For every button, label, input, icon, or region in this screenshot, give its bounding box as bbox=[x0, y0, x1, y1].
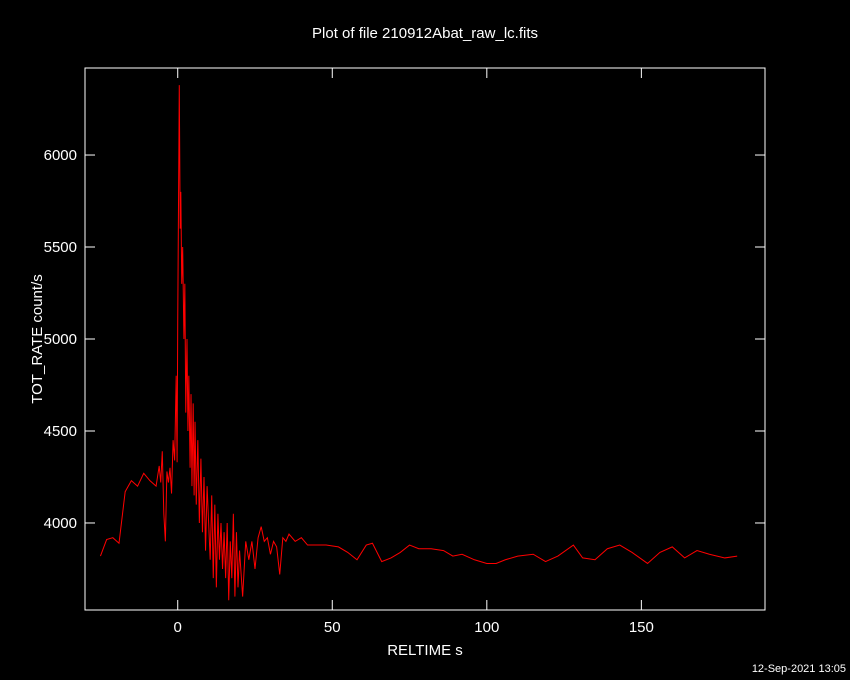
y-tick-label: 4000 bbox=[44, 515, 77, 532]
y-axis-label: TOT_RATE count/s bbox=[29, 274, 46, 404]
light-curve bbox=[99, 85, 738, 601]
y-tick-label: 5500 bbox=[44, 239, 77, 256]
timestamp: 12-Sep-2021 13:05 bbox=[752, 663, 846, 675]
x-tick-label: 0 bbox=[174, 619, 182, 636]
x-tick-label: 100 bbox=[474, 619, 499, 636]
y-tick-label: 5000 bbox=[44, 331, 77, 348]
y-tick-label: 4500 bbox=[44, 423, 77, 440]
x-axis-label: RELTIME s bbox=[387, 642, 463, 659]
x-tick-label: 50 bbox=[324, 619, 341, 636]
y-tick-label: 6000 bbox=[44, 147, 77, 164]
x-tick-label: 150 bbox=[629, 619, 654, 636]
chart-title: Plot of file 210912Abat_raw_lc.fits bbox=[312, 25, 538, 42]
